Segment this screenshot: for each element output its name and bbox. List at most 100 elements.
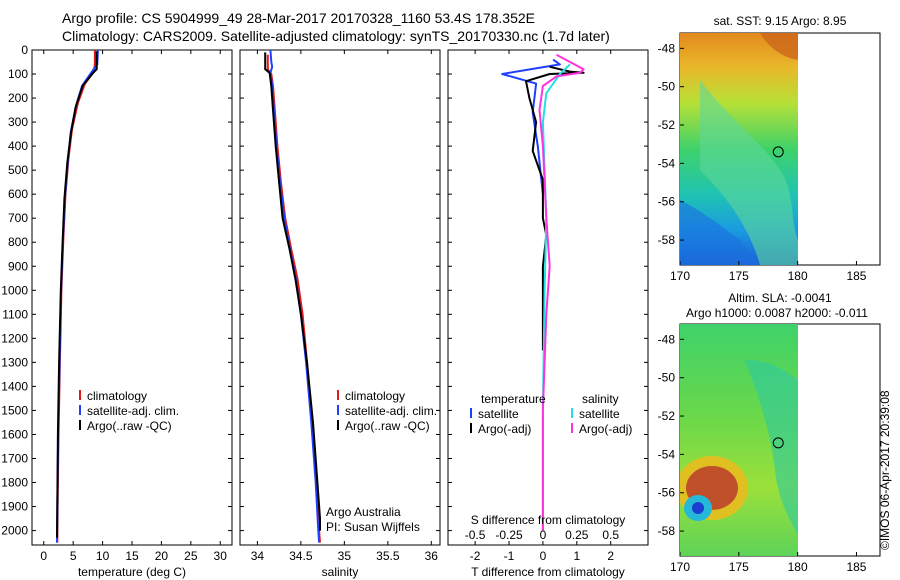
map-y-tick-label: -58 bbox=[658, 524, 676, 538]
salinity-panel bbox=[239, 49, 441, 546]
y-tick-label: 1700 bbox=[1, 451, 28, 465]
legend-label: satellite-adj. clim. bbox=[87, 404, 179, 418]
map-y-tick-label: -50 bbox=[658, 371, 676, 385]
x-tick-label: 36 bbox=[425, 549, 439, 563]
x-axis-label: salinity bbox=[322, 565, 359, 579]
y-tick-label: 800 bbox=[8, 235, 28, 249]
x-tick-label: 2 bbox=[607, 549, 614, 563]
y-tick-label: 600 bbox=[8, 187, 28, 201]
y-tick-label: 900 bbox=[8, 259, 28, 273]
legend-label: Argo(-adj) bbox=[579, 422, 632, 436]
x-tick-label: 0 bbox=[40, 549, 47, 563]
legend-label: satellite bbox=[478, 407, 519, 421]
map-y-tick-label: -56 bbox=[658, 195, 676, 209]
map-y-tick-label: -58 bbox=[658, 233, 676, 247]
legend-label: Argo(-adj) bbox=[478, 422, 531, 436]
map-x-tick-label: 170 bbox=[670, 560, 690, 574]
s-difference-tick-label: 0 bbox=[540, 528, 547, 542]
map-y-tick-label: -52 bbox=[658, 409, 676, 423]
y-tick-label: 500 bbox=[8, 163, 28, 177]
x-tick-label: 30 bbox=[214, 549, 228, 563]
map-x-tick-label: 170 bbox=[670, 269, 690, 283]
y-tick-label: 1000 bbox=[1, 283, 28, 297]
title-line1: Argo profile: CS 5904999_49 28-Mar-2017 … bbox=[62, 10, 535, 26]
x-tick-label: 1 bbox=[573, 549, 580, 563]
y-tick-label: 1300 bbox=[1, 355, 28, 369]
legend-label: satellite-adj. clim. bbox=[345, 404, 437, 418]
legend-label: satellite bbox=[579, 407, 620, 421]
legend-label: salinity bbox=[582, 392, 619, 406]
legend-label: temperature bbox=[481, 392, 546, 406]
y-tick-label: 1900 bbox=[1, 500, 28, 514]
x-tick-label: 35 bbox=[338, 549, 352, 563]
s-difference-tick-label: -0.25 bbox=[495, 528, 523, 542]
sst-map: sat. SST: 9.15 Argo: 8.95 bbox=[679, 14, 881, 266]
s-difference-tick-label: 0.25 bbox=[565, 528, 589, 542]
sla-map-title: Altim. SLA: -0.0041 bbox=[728, 291, 832, 305]
series-line-argo-raw-qc- bbox=[264, 52, 321, 531]
y-tick-label: 1800 bbox=[1, 476, 28, 490]
sst-map-title: sat. SST: 9.15 Argo: 8.95 bbox=[714, 14, 847, 28]
x-axis-label: T difference from climatology bbox=[471, 565, 625, 579]
sla-map: Altim. SLA: -0.0041 Argo h1000: 0.0087 h… bbox=[679, 291, 881, 557]
x-tick-label: -1 bbox=[504, 549, 515, 563]
x-tick-label: 25 bbox=[184, 549, 198, 563]
map-y-tick-label: -56 bbox=[658, 486, 676, 500]
y-tick-label: 1400 bbox=[1, 379, 28, 393]
y-tick-label: 700 bbox=[8, 211, 28, 225]
legend-label: climatology bbox=[345, 389, 405, 403]
y-tick-label: 100 bbox=[8, 67, 28, 81]
map-x-tick-label: 180 bbox=[788, 560, 808, 574]
map-x-tick-label: 175 bbox=[729, 269, 749, 283]
legend-label: Argo(..raw -QC) bbox=[345, 419, 430, 433]
sla-channel bbox=[745, 360, 798, 535]
sla-low-core bbox=[692, 502, 704, 514]
imos-credit: ©IMOS 06-Apr-2017 20:39:08 bbox=[878, 390, 892, 550]
s-difference-tick-label: -0.5 bbox=[465, 528, 486, 542]
series-line-argo-raw-qc- bbox=[56, 51, 98, 538]
x-tick-label: 0 bbox=[540, 549, 547, 563]
sst-warm-region bbox=[760, 33, 798, 60]
y-tick-label: 1200 bbox=[1, 331, 28, 345]
sst-front bbox=[700, 80, 798, 265]
legend-label: Argo(..raw -QC) bbox=[87, 419, 172, 433]
y-tick-label: 200 bbox=[8, 91, 28, 105]
x-tick-label: 35.5 bbox=[376, 549, 400, 563]
map-x-tick-label: 180 bbox=[788, 269, 808, 283]
series-line-temperature-satellite bbox=[501, 58, 561, 195]
sst-cold-region bbox=[680, 200, 760, 265]
x-tick-label: 15 bbox=[125, 549, 139, 563]
y-tick-label: 1100 bbox=[2, 307, 28, 321]
s-difference-label: S difference from climatology bbox=[471, 513, 626, 527]
y-tick-label: 300 bbox=[8, 115, 28, 129]
y-tick-label: 400 bbox=[8, 139, 28, 153]
map-x-tick-label: 175 bbox=[729, 560, 749, 574]
map-y-tick-label: -50 bbox=[658, 80, 676, 94]
s-difference-tick-label: 0.5 bbox=[602, 528, 619, 542]
x-tick-label: 10 bbox=[96, 549, 110, 563]
map-y-tick-label: -54 bbox=[658, 447, 676, 461]
x-axis-label: temperature (deg C) bbox=[78, 565, 186, 579]
sst-argo-marker bbox=[772, 146, 784, 158]
y-tick-label: 2000 bbox=[1, 524, 28, 538]
annotation-pi: PI: Susan Wijffels bbox=[326, 520, 420, 534]
map-x-tick-label: 185 bbox=[846, 560, 866, 574]
y-tick-label: 0 bbox=[21, 43, 28, 57]
x-tick-label: 34.5 bbox=[289, 549, 313, 563]
annotation-argo-australia: Argo Australia bbox=[326, 505, 401, 519]
sla-argo-marker bbox=[772, 437, 784, 449]
map-x-tick-label: 185 bbox=[846, 269, 866, 283]
x-tick-label: 5 bbox=[70, 549, 77, 563]
x-tick-label: 20 bbox=[155, 549, 169, 563]
temperature-panel bbox=[31, 49, 233, 546]
map-y-tick-label: -48 bbox=[658, 41, 676, 55]
map-y-tick-label: -52 bbox=[658, 118, 676, 132]
map-y-tick-label: -48 bbox=[658, 332, 676, 346]
y-tick-label: 1500 bbox=[1, 403, 28, 417]
legend-label: climatology bbox=[87, 389, 147, 403]
sla-map-subtitle: Argo h1000: 0.0087 h2000: -0.011 bbox=[686, 306, 868, 320]
y-tick-label: 1600 bbox=[1, 427, 28, 441]
x-tick-label: -2 bbox=[470, 549, 481, 563]
title-line2: Climatology: CARS2009. Satellite-adjuste… bbox=[62, 28, 610, 44]
